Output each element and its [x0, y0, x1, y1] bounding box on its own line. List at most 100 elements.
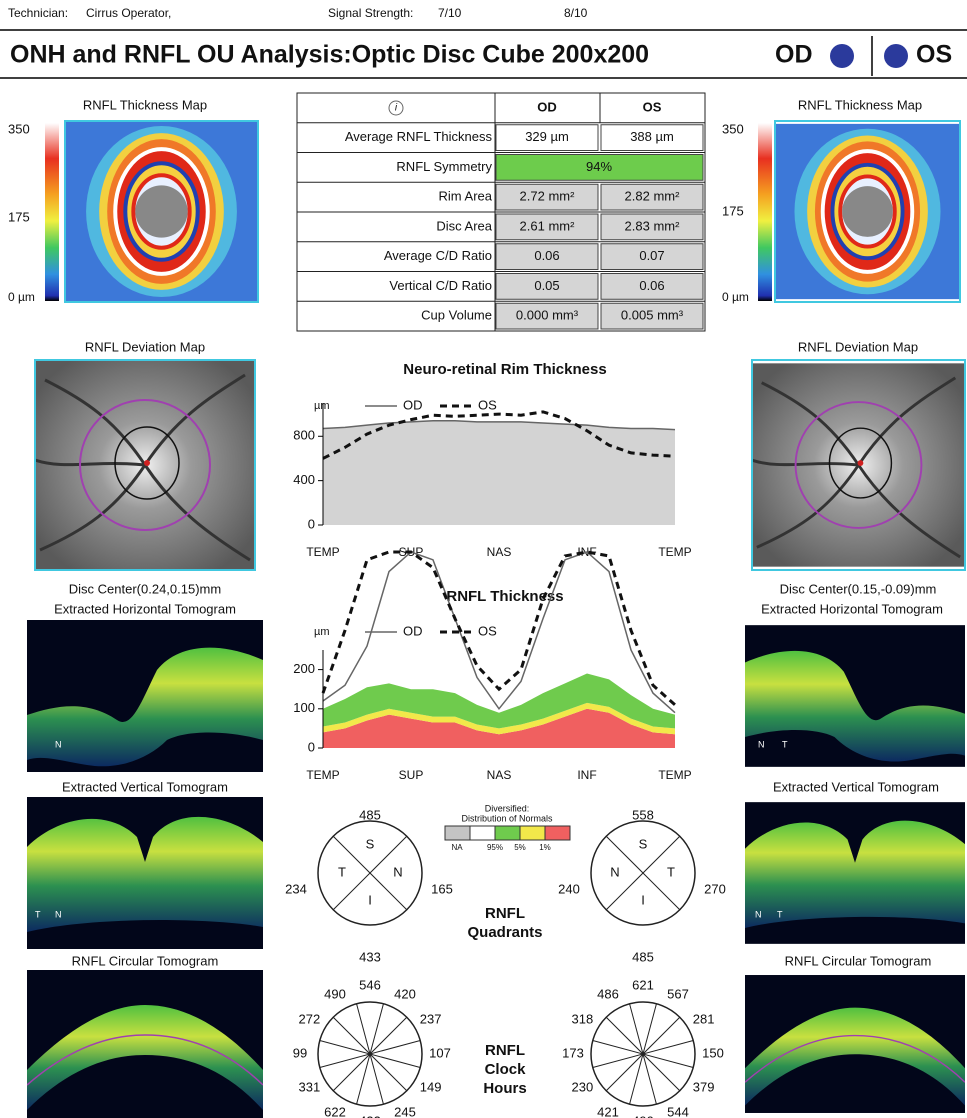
section-title: Clock [485, 1061, 527, 1078]
column-header: OD [537, 99, 557, 114]
section-title: RNFL [485, 905, 525, 922]
column-header: OS [643, 99, 662, 114]
thickness-map [66, 121, 257, 302]
od-value: 0.05 [534, 278, 559, 293]
scale-label: 175 [8, 209, 30, 224]
row-label: Average RNFL Thickness [345, 129, 493, 144]
od-value: 329 µm [525, 129, 569, 144]
scale-label: 0 µm [8, 290, 35, 304]
os-value: 0.005 mm³ [621, 308, 684, 323]
quadrant-letter: T [667, 864, 675, 879]
y-tick-label: 0 [308, 739, 315, 754]
y-tick-label: 800 [293, 428, 315, 443]
x-tick-label: SUP [399, 768, 424, 782]
circular-tomogram [27, 970, 263, 1118]
legend-label: OS [478, 397, 497, 412]
color-scale [45, 123, 59, 301]
quadrant-value: 240 [558, 881, 580, 896]
side-label: T [777, 909, 783, 919]
legend-title: Diversified: [485, 803, 530, 813]
y-tick-label: 0 [308, 516, 315, 531]
quadrant-value: 270 [704, 881, 726, 896]
signal-label: Signal Strength: [328, 6, 413, 20]
row-label: Cup Volume [421, 308, 492, 323]
clock-value: 432 [359, 1113, 381, 1118]
panel-title: Extracted Vertical Tomogram [62, 779, 228, 794]
od-value: 0.000 mm³ [516, 308, 579, 323]
legend-label: 95% [487, 843, 503, 852]
os-value: 388 µm [630, 129, 674, 144]
side-label: N [55, 739, 62, 749]
side-label: N [55, 909, 62, 919]
chart-title: Neuro-retinal Rim Thickness [403, 361, 606, 378]
legend-subtitle: Distribution of Normals [461, 813, 553, 823]
row-label: RNFL Symmetry [396, 159, 492, 174]
clock-value: 622 [324, 1104, 346, 1118]
clock-value: 230 [572, 1079, 594, 1094]
os-dot [884, 44, 908, 68]
line [323, 552, 675, 705]
x-tick-label: NAS [487, 545, 512, 559]
legend-box [470, 826, 495, 840]
report-title: ONH and RNFL OU Analysis:Optic Disc Cube… [10, 41, 649, 69]
od-dot [830, 44, 854, 68]
quadrant-letter: S [366, 836, 375, 851]
row-label: Rim Area [439, 189, 493, 204]
legend-label: OD [403, 397, 423, 412]
vertical-tomogram [27, 797, 263, 949]
panel-title: RNFL Deviation Map [798, 339, 918, 354]
scale-label: 350 [722, 121, 744, 136]
y-tick-label: 400 [293, 472, 315, 487]
legend-label: 1% [539, 843, 551, 852]
scale-label: 0 µm [722, 290, 749, 304]
clock-value: 99 [293, 1045, 307, 1060]
disc-center: Disc Center(0.24,0.15)mm [69, 581, 221, 596]
clock-value: 107 [429, 1045, 451, 1060]
signal-os: 8/10 [564, 6, 588, 20]
quadrant-value: 433 [359, 949, 381, 964]
panel-title: RNFL Deviation Map [85, 339, 205, 354]
circular-tomogram [745, 975, 965, 1113]
scale-label: 350 [8, 121, 30, 136]
color-scale [758, 123, 772, 301]
clock-value: 318 [572, 1011, 594, 1026]
quadrant-value: 485 [359, 807, 381, 822]
section-title: Quadrants [467, 924, 542, 941]
report: Technician: Cirrus Operator, Signal Stre… [0, 0, 967, 1118]
quadrant-letter: I [368, 892, 372, 907]
clock-value: 490 [632, 1113, 654, 1118]
technician-label: Technician: [8, 6, 68, 20]
disc-center: Disc Center(0.15,-0.09)mm [780, 581, 937, 596]
x-tick-label: TEMP [306, 545, 339, 559]
legend-box [545, 826, 570, 840]
y-tick-label: 100 [293, 700, 315, 715]
os-value: 2.82 mm² [625, 189, 681, 204]
panel-title: RNFL Thickness Map [83, 97, 207, 112]
od-label: OD [775, 41, 813, 69]
os-label: OS [916, 41, 952, 69]
side-label: N [755, 909, 762, 919]
panel-title: RNFL Circular Tomogram [72, 953, 219, 968]
row-label: Vertical C/D Ratio [389, 278, 492, 293]
od-value: 0.06 [534, 248, 559, 263]
panel-title: RNFL Thickness Map [798, 97, 922, 112]
quadrant-letter: N [610, 864, 619, 879]
od-value: 2.61 mm² [520, 218, 576, 233]
quadrant-value: 165 [431, 881, 453, 896]
x-tick-label: NAS [487, 768, 512, 782]
unit-label: µm [314, 626, 330, 638]
horizontal-tomogram [27, 620, 263, 772]
quadrant-value: 485 [632, 949, 654, 964]
panel-title: Extracted Vertical Tomogram [773, 779, 939, 794]
vertical-tomogram [745, 802, 965, 944]
clock-value: 331 [299, 1079, 321, 1094]
page: Technician: Cirrus Operator, Signal Stre… [0, 0, 967, 1118]
legend-label: 5% [514, 843, 526, 852]
quadrant-letter: N [393, 864, 402, 879]
os-value: 2.83 mm² [625, 218, 681, 233]
section-title: RNFL [485, 1042, 525, 1059]
os-value: 0.07 [639, 248, 664, 263]
quadrant-letter: I [641, 892, 645, 907]
clock-value: 490 [324, 987, 346, 1002]
clock-value: 379 [693, 1079, 715, 1094]
